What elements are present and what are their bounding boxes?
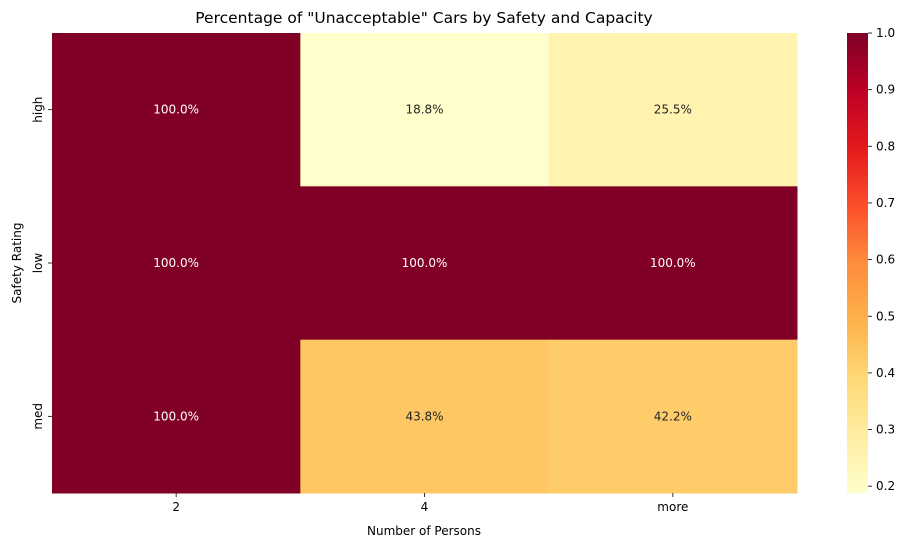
colorbar-tick-label: 0.4 bbox=[876, 366, 895, 380]
y-tick-label: med bbox=[31, 403, 45, 430]
cell-value-label: 18.8% bbox=[405, 103, 443, 117]
y-axis-label: Safety Rating bbox=[10, 223, 24, 304]
colorbar-gradient bbox=[847, 33, 868, 493]
colorbar-tick-label: 1.0 bbox=[876, 26, 895, 40]
cell-value-label: 100.0% bbox=[402, 256, 448, 270]
chart-title: Percentage of "Unacceptable" Cars by Saf… bbox=[195, 9, 653, 27]
colorbar-tick-label: 0.9 bbox=[876, 83, 895, 97]
heatmap-cell bbox=[300, 33, 550, 187]
colorbar-tick-label: 0.7 bbox=[876, 196, 895, 210]
cell-value-label: 100.0% bbox=[153, 409, 199, 423]
heatmap-cell bbox=[52, 186, 301, 341]
heatmap-cell bbox=[52, 33, 301, 187]
colorbar-tick-label: 0.8 bbox=[876, 139, 895, 153]
heatmap-cell bbox=[548, 186, 798, 341]
heatmap-cell bbox=[300, 339, 550, 494]
x-tick-label: more bbox=[657, 500, 688, 514]
cell-value-label: 100.0% bbox=[153, 256, 199, 270]
cell-value-label: 100.0% bbox=[153, 103, 199, 117]
x-axis-ticks: 2 4 more bbox=[172, 493, 688, 514]
colorbar-tick-label: 0.6 bbox=[876, 253, 895, 267]
heatmap-cell bbox=[300, 186, 550, 341]
colorbar-tick-label: 0.5 bbox=[876, 309, 895, 323]
x-axis-label: Number of Persons bbox=[367, 524, 481, 538]
y-tick-label: low bbox=[31, 253, 45, 274]
x-tick-label: 4 bbox=[421, 500, 429, 514]
colorbar-tick-label: 0.3 bbox=[876, 423, 895, 437]
colorbar-ticks: 0.2 0.3 0.4 0.5 0.6 0.7 0.8 0.9 1.0 bbox=[868, 26, 895, 493]
cell-value-label: 43.8% bbox=[405, 409, 443, 423]
cell-value-label: 25.5% bbox=[654, 103, 692, 117]
colorbar-tick-label: 0.2 bbox=[876, 479, 895, 493]
heatmap-cells bbox=[52, 33, 798, 494]
heatmap-cell bbox=[548, 33, 798, 187]
y-tick-label: high bbox=[31, 97, 45, 123]
heatmap-cell bbox=[548, 339, 798, 494]
x-tick-label: 2 bbox=[172, 500, 180, 514]
heatmap-cell bbox=[52, 339, 301, 494]
colorbar bbox=[847, 33, 868, 493]
cell-value-label: 100.0% bbox=[650, 256, 696, 270]
cell-value-label: 42.2% bbox=[654, 409, 692, 423]
y-axis-ticks: high low med bbox=[31, 97, 52, 430]
heatmap-cell-labels: 100.0% 18.8% 25.5% 100.0% 100.0% 100.0% 100.0%… bbox=[153, 103, 695, 424]
